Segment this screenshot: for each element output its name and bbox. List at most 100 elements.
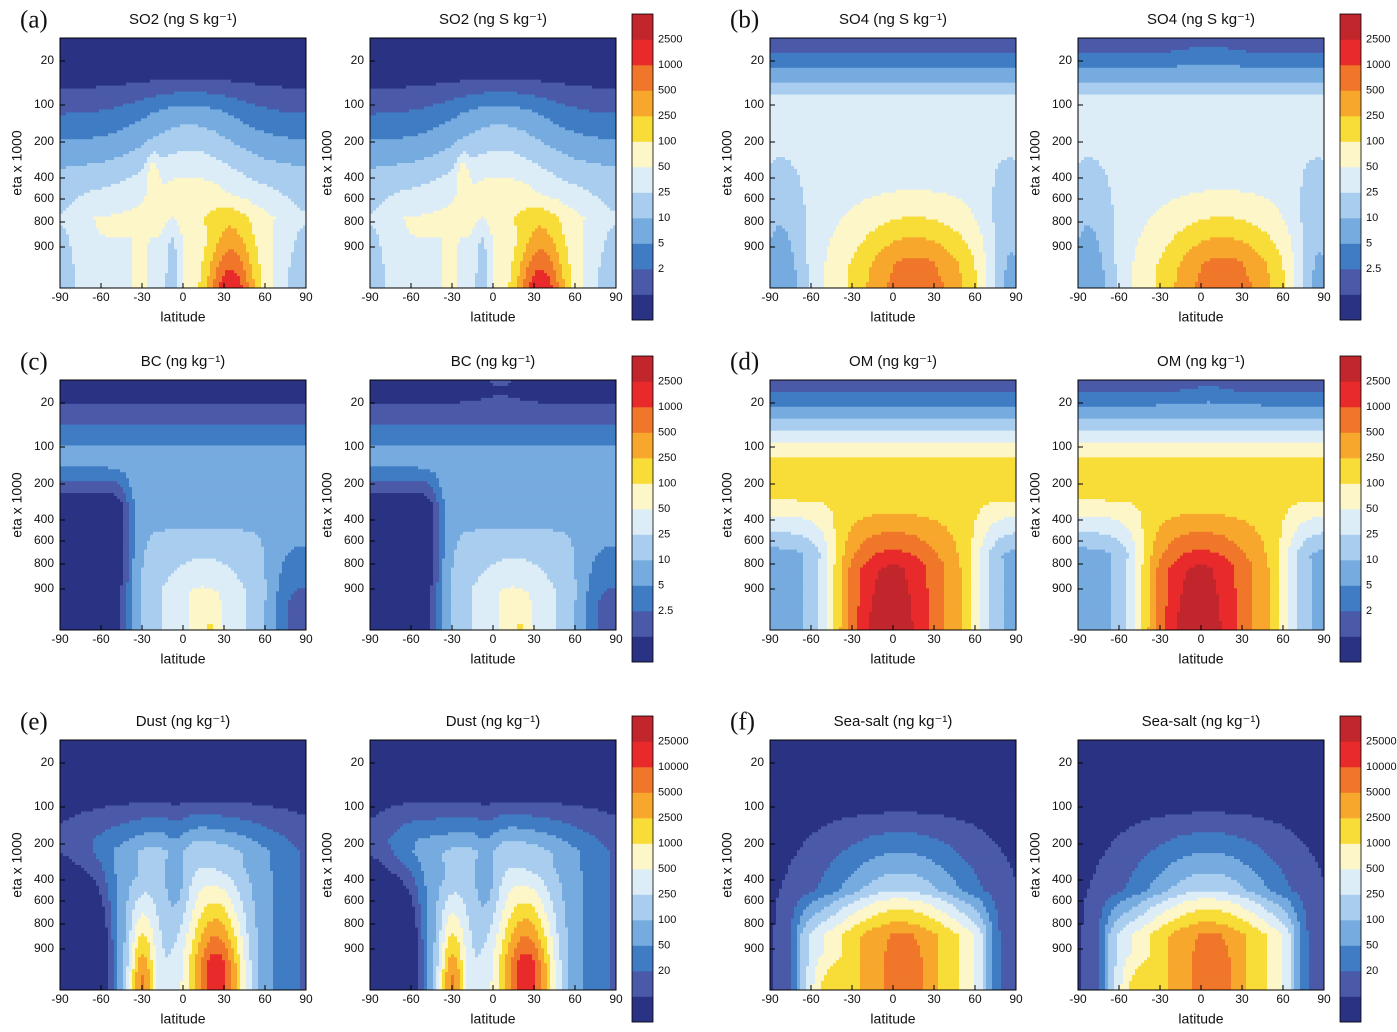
contour-fill xyxy=(971,576,980,579)
contour-fill xyxy=(279,190,306,193)
contour-fill xyxy=(884,223,944,226)
contour-fill xyxy=(273,892,300,895)
contour-fill xyxy=(297,811,306,814)
contour-fill xyxy=(1114,252,1135,255)
contour-fill xyxy=(105,874,117,877)
contour-fill xyxy=(983,544,995,547)
contour-fill xyxy=(108,898,117,901)
contour-fill xyxy=(183,913,192,916)
contour-fill xyxy=(526,208,544,211)
contour-fill xyxy=(433,544,439,547)
contour-fill xyxy=(370,115,457,118)
contour-fill xyxy=(457,172,469,175)
contour-fill xyxy=(529,240,553,243)
contour-fill xyxy=(439,541,445,544)
contour-fill xyxy=(881,568,905,571)
contour-fill xyxy=(135,951,150,954)
contour-fill xyxy=(403,136,463,139)
contour-fill xyxy=(583,255,601,258)
contour-fill xyxy=(243,936,249,939)
contour-fill xyxy=(1294,532,1321,535)
contour-fill xyxy=(370,56,616,59)
contour-fill xyxy=(177,282,183,285)
contour-fill xyxy=(135,502,306,505)
contour-fill xyxy=(114,871,138,874)
contour-fill xyxy=(538,163,601,166)
contour-fill xyxy=(72,258,132,261)
contour-fill xyxy=(770,553,803,556)
contour-fill xyxy=(1279,547,1288,550)
contour-fill xyxy=(1078,523,1123,526)
contour-fill xyxy=(180,124,198,127)
contour-fill xyxy=(162,612,189,615)
contour-fill xyxy=(851,208,971,211)
contour-fill xyxy=(538,112,616,115)
contour-fill xyxy=(165,948,171,951)
contour-fill xyxy=(300,945,306,948)
contour-fill xyxy=(165,862,183,865)
contour-fill xyxy=(926,541,956,544)
contour-fill xyxy=(132,922,138,925)
x-tick-label: 0 xyxy=(1198,632,1205,646)
contour-fill xyxy=(574,603,586,606)
contour-fill xyxy=(457,273,475,276)
contour-fill xyxy=(457,181,472,184)
contour-fill xyxy=(189,600,222,603)
contour-fill xyxy=(929,621,944,624)
contour-fill xyxy=(475,223,487,226)
contour-fill xyxy=(517,276,526,279)
contour-fill xyxy=(989,624,1004,627)
contour-fill xyxy=(857,609,872,612)
contour-fill xyxy=(989,594,1004,597)
contour-fill xyxy=(294,547,306,550)
contour-fill xyxy=(971,609,980,612)
contour-fill xyxy=(598,606,616,609)
contour-fill xyxy=(180,898,189,901)
contour-fill xyxy=(499,594,529,597)
contour-fill xyxy=(1291,234,1303,237)
contour-fill xyxy=(129,541,135,544)
contour-fill xyxy=(117,898,129,901)
contour-fill xyxy=(370,214,421,217)
contour-fill xyxy=(1312,588,1324,591)
contour-fill xyxy=(370,184,421,187)
contour-fill xyxy=(941,279,962,282)
contour-fill xyxy=(147,181,162,184)
contour-fill xyxy=(147,939,153,942)
contour-fill xyxy=(273,919,300,922)
contour-fill xyxy=(123,550,129,553)
contour-fill xyxy=(255,910,273,913)
contour-fill xyxy=(941,559,959,562)
contour-fill xyxy=(433,517,439,520)
contour-fill xyxy=(433,508,439,511)
contour-fill xyxy=(1141,612,1150,615)
contour-fill xyxy=(472,612,499,615)
contour-fill xyxy=(1252,582,1270,585)
contour-fill xyxy=(863,541,926,544)
contour-fill xyxy=(249,948,258,951)
contour-fill xyxy=(1216,588,1237,591)
contour-fill xyxy=(770,127,1016,130)
contour-fill xyxy=(827,562,836,565)
contour-fill xyxy=(824,270,848,273)
contour-fill xyxy=(490,231,517,234)
contour-fill xyxy=(577,594,586,597)
contour-fill xyxy=(526,270,535,273)
contour-fill xyxy=(1180,594,1219,597)
contour-fill xyxy=(1270,585,1279,588)
contour-fill xyxy=(442,258,457,261)
contour-fill xyxy=(1312,553,1324,556)
contour-fill xyxy=(872,196,956,199)
colorbar-label: 250 xyxy=(1366,452,1384,464)
contour-fill xyxy=(1222,621,1237,624)
contour-fill xyxy=(1300,196,1324,199)
colorbar-cell xyxy=(1340,40,1361,66)
contour-fill xyxy=(382,249,442,252)
contour-fill xyxy=(493,279,511,282)
contour-fill xyxy=(1270,279,1285,282)
contour-fill xyxy=(129,568,132,571)
contour-fill xyxy=(249,939,258,942)
contour-fill xyxy=(493,249,514,252)
contour-fill xyxy=(370,535,433,538)
contour-fill xyxy=(135,511,306,514)
